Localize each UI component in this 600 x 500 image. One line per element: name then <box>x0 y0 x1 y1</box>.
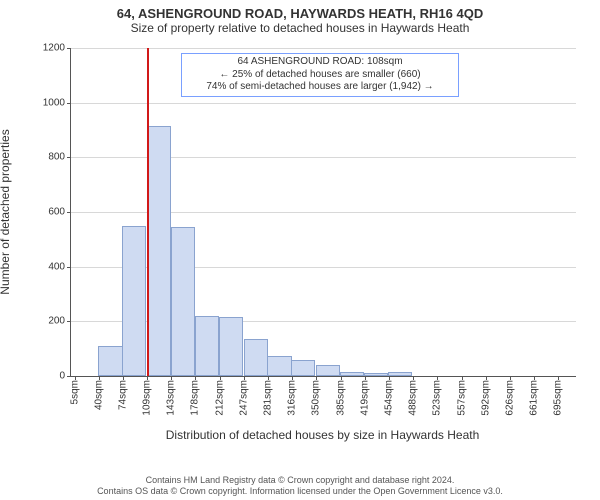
histogram-bar <box>171 227 195 376</box>
histogram-bar <box>219 317 243 376</box>
histogram-bar <box>98 346 122 376</box>
histogram-bar <box>316 365 340 376</box>
footer-line-1: Contains HM Land Registry data © Crown c… <box>0 475 600 486</box>
histogram-bar <box>340 372 364 376</box>
ytick-label: 1200 <box>43 43 71 54</box>
property-marker-line <box>147 48 149 376</box>
ytick-label: 600 <box>48 207 71 218</box>
xtick-label: 109sqm <box>142 380 153 416</box>
x-axis-label: Distribution of detached houses by size … <box>70 428 575 442</box>
xtick-label: 419sqm <box>359 380 370 416</box>
chart-subtitle: Size of property relative to detached ho… <box>0 21 600 35</box>
xtick-label: 143sqm <box>166 380 177 416</box>
annotation-box: 64 ASHENGROUND ROAD: 108sqm ← 25% of det… <box>181 53 459 97</box>
xtick-label: 488sqm <box>408 380 419 416</box>
plot-area: 0200400600800100012005sqm40sqm74sqm109sq… <box>70 48 576 377</box>
xtick-label: 5sqm <box>69 380 80 404</box>
xtick-label: 178sqm <box>190 380 201 416</box>
xtick-label: 350sqm <box>311 380 322 416</box>
y-axis-label: Number of detached properties <box>0 129 12 294</box>
ytick-label: 200 <box>48 316 71 327</box>
histogram-bar <box>195 316 219 376</box>
annotation-line-2: ← 25% of detached houses are smaller (66… <box>188 69 452 82</box>
xtick-label: 212sqm <box>214 380 225 416</box>
xtick-label: 40sqm <box>93 380 104 410</box>
xtick-label: 454sqm <box>384 380 395 416</box>
xtick-label: 74sqm <box>117 380 128 410</box>
ytick-label: 400 <box>48 261 71 272</box>
annotation-line-1: 64 ASHENGROUND ROAD: 108sqm <box>188 56 452 69</box>
xtick-label: 695sqm <box>553 380 564 416</box>
footer: Contains HM Land Registry data © Crown c… <box>0 475 600 498</box>
chart-container: { "chart": { "type": "histogram", "title… <box>0 0 600 500</box>
xtick-label: 281sqm <box>263 380 274 416</box>
annotation-line-3: 74% of semi-detached houses are larger (… <box>188 81 452 94</box>
histogram-bar <box>147 126 171 376</box>
ytick-label: 800 <box>48 152 71 163</box>
footer-line-2: Contains OS data © Crown copyright. Info… <box>0 486 600 497</box>
histogram-bar <box>244 339 268 376</box>
xtick-label: 385sqm <box>335 380 346 416</box>
xtick-label: 626sqm <box>505 380 516 416</box>
histogram-bar <box>291 360 315 376</box>
histogram-bar <box>122 226 146 376</box>
xtick-label: 557sqm <box>456 380 467 416</box>
xtick-label: 592sqm <box>480 380 491 416</box>
ytick-label: 1000 <box>43 97 71 108</box>
histogram-bar <box>388 372 412 376</box>
xtick-label: 523sqm <box>432 380 443 416</box>
histogram-bar <box>364 373 388 376</box>
xtick-label: 661sqm <box>529 380 540 416</box>
chart-title: 64, ASHENGROUND ROAD, HAYWARDS HEATH, RH… <box>0 0 600 21</box>
xtick-label: 247sqm <box>238 380 249 416</box>
xtick-label: 316sqm <box>287 380 298 416</box>
histogram-bar <box>267 356 291 377</box>
